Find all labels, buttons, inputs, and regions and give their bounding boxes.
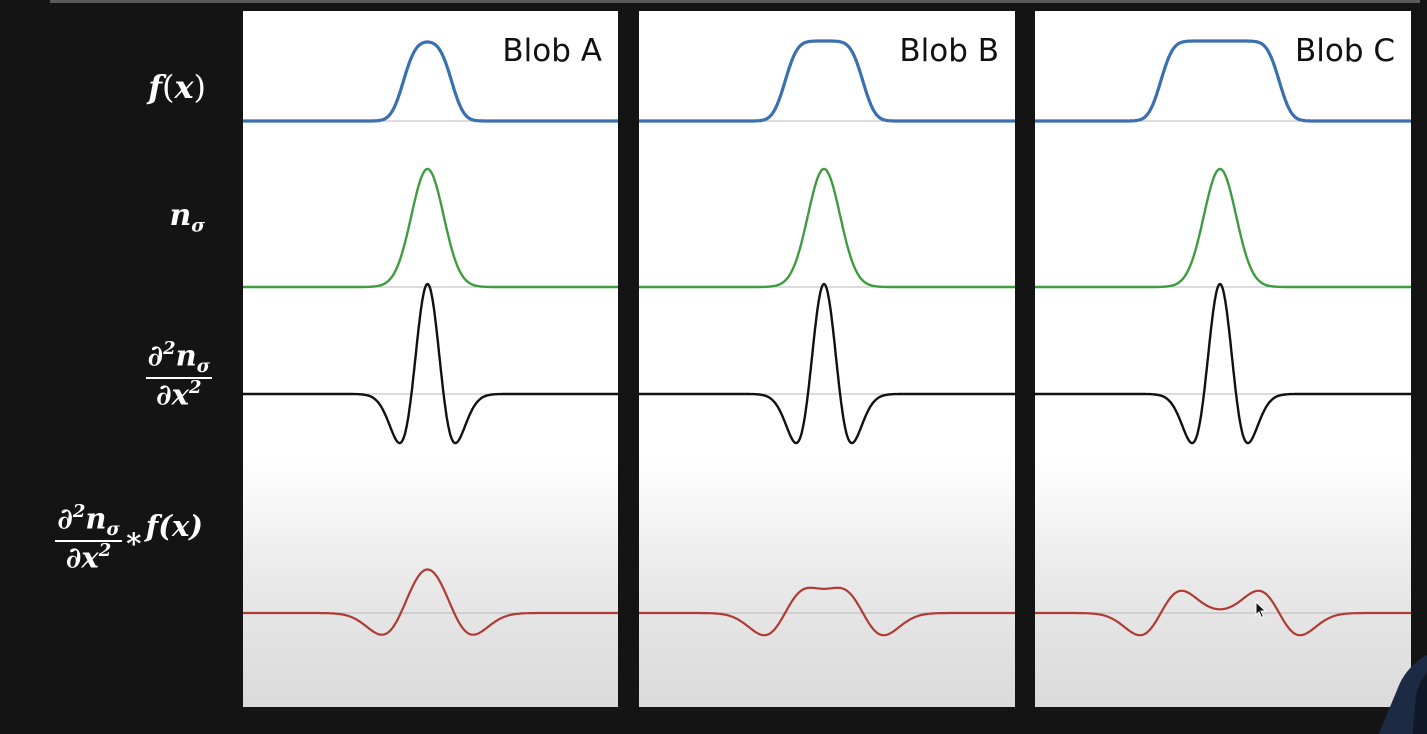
curve-second-derivative xyxy=(1035,282,1411,445)
curve-convolution xyxy=(639,586,1015,637)
label-n-sigma: nσ xyxy=(169,198,205,237)
n-symbol: n xyxy=(169,198,192,233)
mouse-pointer-icon xyxy=(1255,601,1267,619)
label-convolution: ∂2nσ ∂x2 ∗f(x) xyxy=(55,501,203,575)
curve-second-derivative xyxy=(243,282,618,445)
convolution-operator: ∗ xyxy=(123,520,144,555)
presenter-silhouette xyxy=(1378,654,1427,734)
panel-blob-a: Blob A xyxy=(243,11,618,707)
f-close-paren: ) xyxy=(193,68,206,106)
partial-symbol: ∂ xyxy=(156,377,172,412)
curve-convolution xyxy=(1035,589,1411,637)
panel-title: Blob C xyxy=(1294,33,1395,69)
plots-blob-c xyxy=(1035,39,1411,637)
denominator-x: x xyxy=(171,377,189,412)
numerator-exponent: 2 xyxy=(72,501,86,522)
f-symbol: f xyxy=(148,68,162,106)
f-open-paren: ( xyxy=(161,68,175,106)
curve-n-sigma xyxy=(243,167,618,289)
numerator-sigma: σ xyxy=(106,518,120,540)
panel-title: Blob B xyxy=(899,33,999,69)
panel-title: Blob A xyxy=(502,33,602,69)
sigma-subscript: σ xyxy=(191,215,205,237)
fraction-denominator: ∂x2 xyxy=(154,376,203,412)
fraction-denominator: ∂x2 xyxy=(64,539,113,575)
curve-n-sigma xyxy=(639,167,1015,289)
panel-blob-b: Blob B xyxy=(639,11,1015,707)
panel-blob-c: Blob C xyxy=(1035,11,1411,707)
label-second-derivative: ∂2nσ ∂x2 xyxy=(145,338,212,412)
plots-blob-b xyxy=(639,39,1015,637)
denominator-exponent: 2 xyxy=(188,376,202,398)
numerator-sigma: σ xyxy=(196,355,210,377)
fraction-numerator: ∂2nσ xyxy=(145,338,212,379)
convolution-f-of-x: f(x) xyxy=(145,508,203,543)
convolution-fraction: ∂2nσ ∂x2 xyxy=(55,501,122,575)
partial-symbol: ∂ xyxy=(147,338,164,373)
curve-f xyxy=(1035,39,1411,123)
plots-blob-a xyxy=(243,40,618,636)
label-f-of-x: f(x) xyxy=(148,68,206,106)
numerator-exponent: 2 xyxy=(163,338,176,359)
curve-n-sigma xyxy=(1035,167,1411,289)
numerator-n: n xyxy=(175,338,197,373)
partial-symbol: ∂ xyxy=(57,501,73,536)
numerator-n: n xyxy=(85,501,107,536)
denominator-x: x xyxy=(81,540,99,575)
partial-symbol: ∂ xyxy=(65,540,82,575)
second-derivative-fraction: ∂2nσ ∂x2 xyxy=(145,338,212,412)
curve-second-derivative xyxy=(639,282,1015,445)
curve-convolution xyxy=(243,568,618,636)
top-edge-strip xyxy=(50,0,1420,3)
curve-f xyxy=(639,39,1015,123)
fraction-numerator: ∂2nσ xyxy=(55,501,122,542)
curve-f xyxy=(243,40,618,123)
denominator-exponent: 2 xyxy=(98,539,112,561)
f-argument: x xyxy=(174,68,194,106)
